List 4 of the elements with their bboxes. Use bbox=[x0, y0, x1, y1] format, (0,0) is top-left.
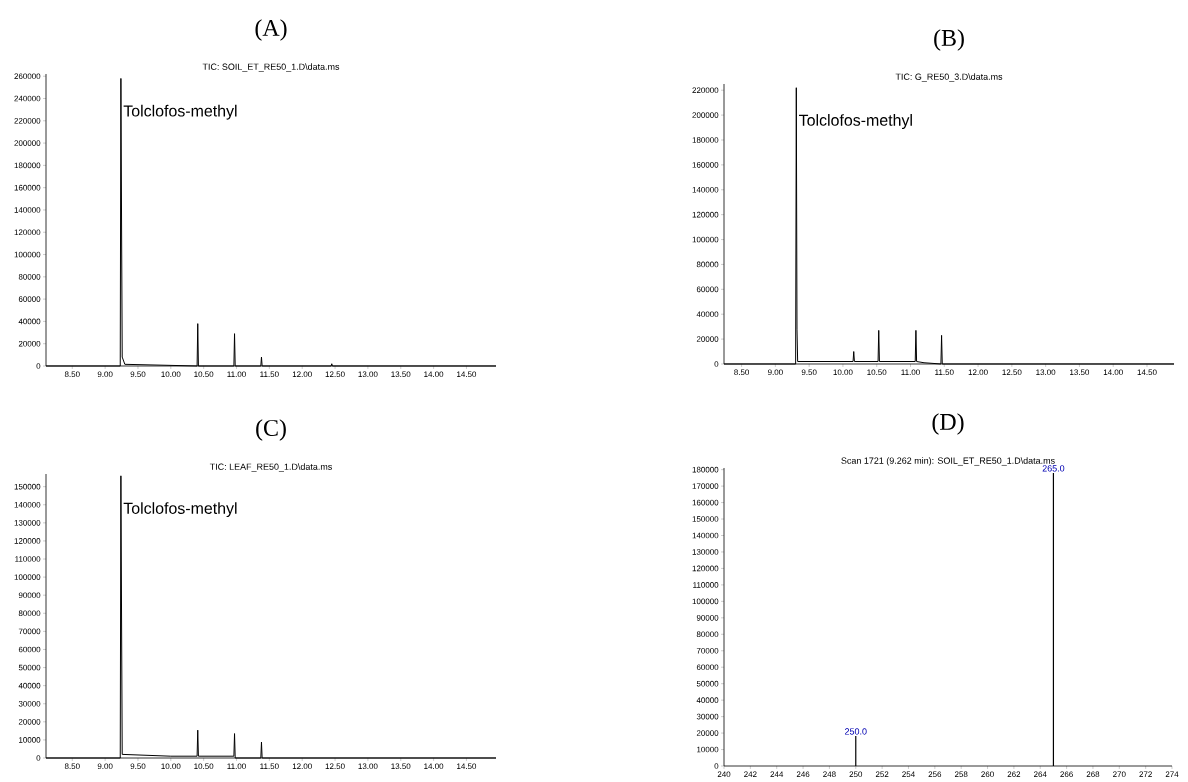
chart-title: (D) bbox=[932, 413, 964, 435]
chart-title: (A) bbox=[255, 19, 287, 41]
chart-title: (B) bbox=[934, 29, 964, 51]
chart-title: (C) bbox=[256, 419, 286, 441]
